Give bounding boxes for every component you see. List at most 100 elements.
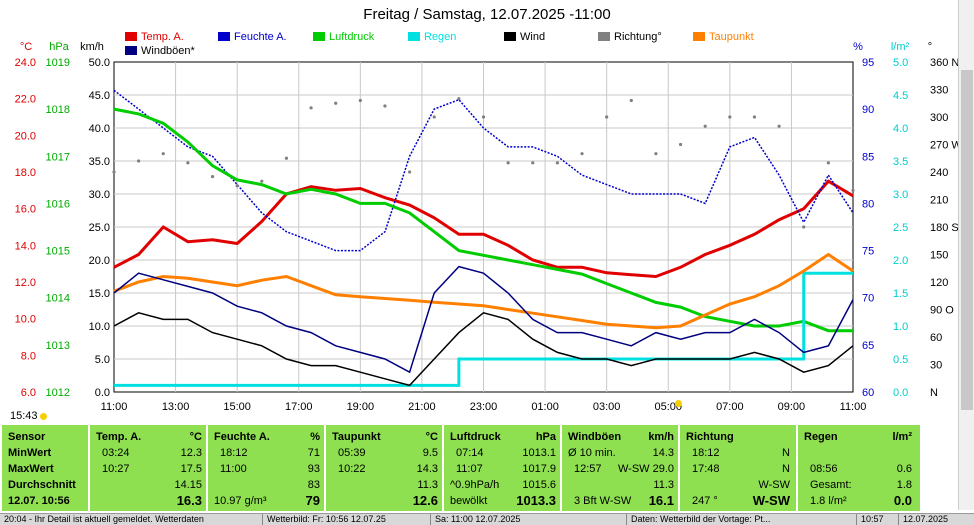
dew-unit: °C xyxy=(425,431,438,443)
status-time: 10:57 xyxy=(856,514,884,525)
temp-tick-label: 24.0 xyxy=(15,57,36,69)
x-tick-label: 21:00 xyxy=(408,401,436,410)
rain-tick-label: 4.0 xyxy=(893,123,908,135)
series-point-richtung xyxy=(432,115,436,119)
pressure-tick-label: 1012 xyxy=(46,387,70,399)
dir-title: Richtung xyxy=(686,431,734,443)
dir-max-value: N xyxy=(782,463,790,475)
dew-now: 12.6 xyxy=(412,493,438,508)
gust-max-time: 12:57 xyxy=(574,463,602,475)
legend-swatch xyxy=(408,32,420,41)
temp-min-time: 03:24 xyxy=(102,447,130,459)
series-point-richtung xyxy=(826,161,830,165)
axis-unit-pressure: hPa xyxy=(49,41,69,53)
temp-tick-label: 12.0 xyxy=(15,277,36,289)
temp-tick-label: 10.0 xyxy=(15,314,36,326)
series-line-temp-a xyxy=(113,179,854,279)
panel-sensor: Sensor MinWert MaxWert Durchschnitt 12.0… xyxy=(2,425,88,511)
temp-max-value: 17.5 xyxy=(180,463,202,475)
x-tick-label: 03:00 xyxy=(593,401,621,410)
series-point-richtung xyxy=(334,101,338,105)
label-now: 12.07. 10:56 xyxy=(8,495,70,507)
dir-min-value: N xyxy=(782,447,790,459)
humidity-tick-label: 80 xyxy=(862,198,874,210)
pressure-tick-label: 1013 xyxy=(46,340,70,352)
wind-tick-label: 40.0 xyxy=(89,123,110,135)
x-tick-label: 19:00 xyxy=(347,401,375,410)
series-point-richtung xyxy=(678,142,683,147)
rain-tick-label: 5.0 xyxy=(893,57,908,69)
press-max-value: 1017.9 xyxy=(522,463,556,475)
humidity-tick-label: 95 xyxy=(862,57,874,69)
gust-now: 16.1 xyxy=(648,493,674,508)
status-image: Wetterbild: Fr: 10:56 12.07.25 xyxy=(262,514,386,525)
series-point-richtung xyxy=(358,98,362,103)
rain-time: 08:56 xyxy=(810,463,838,475)
wind-tick-label: 45.0 xyxy=(89,90,110,102)
wind-tick-label: 35.0 xyxy=(89,156,110,168)
series-point-richtung xyxy=(580,152,584,156)
dew-title: Taupunkt xyxy=(332,431,381,443)
wind-tick-label: 25.0 xyxy=(89,222,110,234)
legend-item: Temp. A. xyxy=(125,31,184,43)
x-tick-label: 11:00 xyxy=(840,401,867,410)
temp-title: Temp. A. xyxy=(96,431,142,443)
legend-swatch xyxy=(504,32,516,41)
chart-title: Freitag / Samstag, 12.07.2025 -11:00 xyxy=(363,6,611,23)
series-point-richtung xyxy=(531,161,535,165)
direction-tick-label: 270 W xyxy=(930,140,962,152)
vertical-scrollbar[interactable] xyxy=(958,0,974,510)
series-line-feuchte-a xyxy=(113,89,854,252)
legend-item: Taupunkt xyxy=(693,31,754,43)
hum-max-value: 93 xyxy=(307,463,320,475)
wind-tick-label: 0.0 xyxy=(95,387,110,399)
gust-avg-label: Ø 10 min. xyxy=(568,447,616,459)
rain-total-label: Gesamt: xyxy=(810,479,852,491)
series-point-richtung xyxy=(752,115,757,119)
legend-item: Windböen* xyxy=(125,45,195,57)
temp-tick-label: 8.0 xyxy=(21,350,36,362)
temp-unit: °C xyxy=(189,431,202,443)
direction-tick-label: 330 xyxy=(930,85,948,97)
legend-item: Luftdruck xyxy=(313,31,374,43)
x-tick-label: 05:00 xyxy=(654,401,682,410)
direction-tick-label: 240 xyxy=(930,167,948,179)
x-tick-label: 11:00 xyxy=(101,401,128,410)
dew-max-time: 10:22 xyxy=(338,463,366,475)
temp-tick-label: 14.0 xyxy=(15,240,36,252)
legend-swatch xyxy=(218,32,230,41)
wind-tick-label: 5.0 xyxy=(95,354,110,366)
series-point-richtung xyxy=(210,174,215,179)
scrollbar-thumb[interactable] xyxy=(961,70,973,410)
hum-avg: 83 xyxy=(307,479,320,491)
humidity-tick-label: 70 xyxy=(862,293,874,305)
hum-now: 79 xyxy=(305,493,320,508)
series-point-richtung xyxy=(235,184,239,188)
series-point-richtung xyxy=(112,170,116,174)
gust-avg-value: 14.3 xyxy=(652,447,674,459)
pressure-tick-label: 1019 xyxy=(46,57,70,69)
x-tick-label: 13:00 xyxy=(162,401,190,410)
direction-tick-label: 30 xyxy=(930,360,942,372)
series-point-richtung xyxy=(506,161,510,165)
chart-series xyxy=(112,89,855,387)
series-point-richtung xyxy=(481,115,486,119)
series-point-richtung xyxy=(260,179,264,183)
dir-max-time: 17:48 xyxy=(692,463,720,475)
direction-tick-label: 60 xyxy=(930,332,942,344)
series-point-richtung xyxy=(408,170,412,174)
legend-item: Richtung° xyxy=(598,31,662,43)
hum-min-time: 18:12 xyxy=(220,447,248,459)
dew-max-value: 14.3 xyxy=(416,463,438,475)
direction-tick-label: 180 S xyxy=(930,222,959,234)
press-min-value: 1013.1 xyxy=(522,447,556,459)
rain-unit: l/m² xyxy=(892,431,912,443)
temp-tick-label: 16.0 xyxy=(15,204,36,216)
axis-unit-wind: km/h xyxy=(80,41,104,53)
press-now: 1013.3 xyxy=(516,493,556,508)
axis-unit-temp: °C xyxy=(20,41,32,53)
temp-avg: 14.15 xyxy=(174,479,202,491)
strip-time: 15:43 xyxy=(10,410,38,422)
panel-temp: Temp. A. °C 03:24 12.3 10:27 17.5 14.15 16.… xyxy=(88,425,208,511)
series-point-richtung xyxy=(703,124,707,128)
